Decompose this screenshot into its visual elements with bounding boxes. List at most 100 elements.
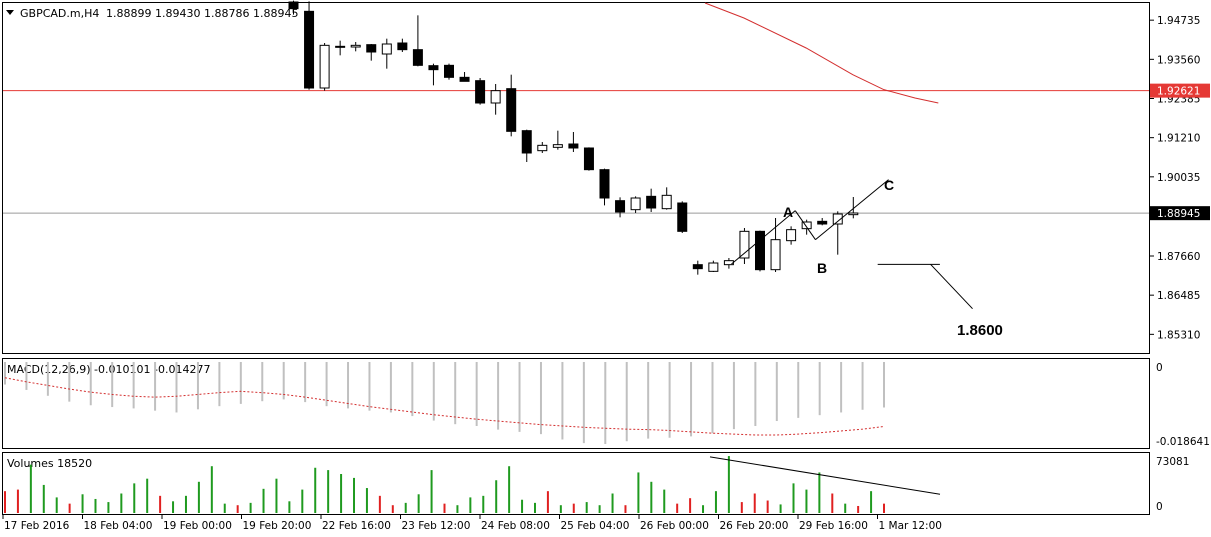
ma-path <box>704 2 939 104</box>
candle <box>661 187 672 210</box>
candle <box>475 78 486 105</box>
volume-axis-top: 73081 <box>1156 456 1189 468</box>
volumes-label: Volumes 18520 <box>7 457 92 470</box>
candle-body <box>350 44 361 48</box>
time-tick-label: 26 Feb 20:00 <box>720 520 789 532</box>
candle-body <box>506 88 517 132</box>
candle <box>692 260 703 275</box>
macd-signal-path <box>4 377 885 436</box>
price-axis: 1.947351.935601.923851.912101.900351.876… <box>1150 15 1200 341</box>
chart-ohlc: 1.88899 1.89430 1.88786 1.88945 <box>106 7 298 20</box>
candle-body <box>288 1 299 10</box>
macd-histogram <box>4 362 885 445</box>
price-tick-label: 1.85310 <box>1157 329 1200 341</box>
trendlines[interactable] <box>731 179 973 310</box>
macd-axis-bottom: -0.018641 <box>1156 436 1210 448</box>
time-tick-label: 19 Feb 20:00 <box>243 520 312 532</box>
time-tick-label: 25 Feb 04:00 <box>561 520 630 532</box>
candle-body <box>630 197 641 211</box>
candle-body <box>832 213 843 225</box>
candle-body <box>459 76 470 82</box>
candle-body <box>444 64 454 78</box>
candle <box>677 201 688 233</box>
candle-body <box>848 212 859 216</box>
candle-body <box>599 169 610 199</box>
candle <box>552 130 563 150</box>
candle-body <box>615 200 626 213</box>
candle-body <box>708 262 719 272</box>
price-tick-label: 1.90035 <box>1157 172 1200 184</box>
candle-body <box>475 80 486 104</box>
time-tick-label: 18 Feb 04:00 <box>84 520 153 532</box>
volume-bars <box>4 456 885 513</box>
candle <box>568 132 579 152</box>
svg-text:1.88945: 1.88945 <box>1157 208 1200 220</box>
collapse-triangle-icon[interactable] <box>6 10 14 15</box>
current-price-badge: 1.88945 <box>1150 206 1210 221</box>
candle <box>786 226 797 245</box>
price-tick-label: 1.87660 <box>1157 251 1200 263</box>
price-pane-frame <box>2 2 1150 354</box>
time-axis: 17 Feb 2016 18 Feb 04:00 19 Feb 00:00 19 Fe… <box>2 515 942 532</box>
candle <box>583 147 594 171</box>
annotation-b: B <box>817 260 827 276</box>
trendline-b-to-c[interactable] <box>815 179 889 241</box>
trendline-to-a[interactable] <box>731 210 796 265</box>
candle-body <box>583 147 594 171</box>
horizontal-line[interactable] <box>3 90 1149 214</box>
candle-body <box>692 264 703 270</box>
candle-body <box>568 143 579 149</box>
time-tick-label: 26 Feb 00:00 <box>640 520 709 532</box>
candle <box>412 15 423 67</box>
time-tick-label: 17 Feb 2016 <box>4 520 70 532</box>
candle <box>397 38 408 52</box>
moving-average-line <box>704 2 939 104</box>
time-tick-label: 24 Feb 08:00 <box>481 520 550 532</box>
time-tick-label: 19 Feb 00:00 <box>163 520 232 532</box>
volume-trendline[interactable] <box>709 456 941 495</box>
candle-body <box>521 130 532 154</box>
macd-axis-top: 0 <box>1156 362 1163 374</box>
candle <box>646 188 657 212</box>
candle-body <box>397 42 408 51</box>
candle <box>599 168 610 206</box>
candle-body <box>801 221 812 230</box>
candle <box>319 43 330 91</box>
macd-pane-frame <box>2 358 1150 449</box>
time-tick-label: 22 Feb 16:00 <box>322 520 391 532</box>
hline-price-badge: 1.92621 <box>1150 83 1210 98</box>
price-tick-label: 1.91210 <box>1157 133 1200 145</box>
candle-body <box>646 195 657 209</box>
candle <box>428 63 439 86</box>
candle-body <box>304 10 315 89</box>
candle-body <box>817 220 828 225</box>
candle-body <box>786 229 797 242</box>
annotation-a: A <box>783 204 793 220</box>
trendline-a-to-b[interactable] <box>794 210 816 240</box>
candle <box>444 63 454 80</box>
volume-axis-bottom: 0 <box>1156 501 1163 513</box>
candle <box>708 260 719 272</box>
candle <box>459 72 470 82</box>
candle <box>490 84 501 115</box>
price-tick-label: 1.86485 <box>1157 290 1200 302</box>
candle <box>630 196 641 213</box>
candle-body <box>490 90 501 104</box>
candle <box>288 0 299 15</box>
candle-body <box>335 45 346 48</box>
time-tick-label: 29 Feb 16:00 <box>799 520 868 532</box>
candle <box>832 211 843 255</box>
target-pointer[interactable] <box>930 263 973 310</box>
candle <box>848 197 859 219</box>
candle <box>817 218 828 226</box>
volume-pane-frame <box>2 452 1150 515</box>
candle <box>335 40 346 56</box>
volume-trendline-path[interactable] <box>709 456 941 495</box>
candlesticks <box>288 0 859 275</box>
chart-symbol: GBPCAD.m,H4 <box>20 7 99 20</box>
macd-label: MACD(12,26,9) -0.010101 -0.014277 <box>7 363 210 376</box>
candle <box>615 197 626 218</box>
candle <box>739 228 750 264</box>
candle <box>366 44 377 61</box>
